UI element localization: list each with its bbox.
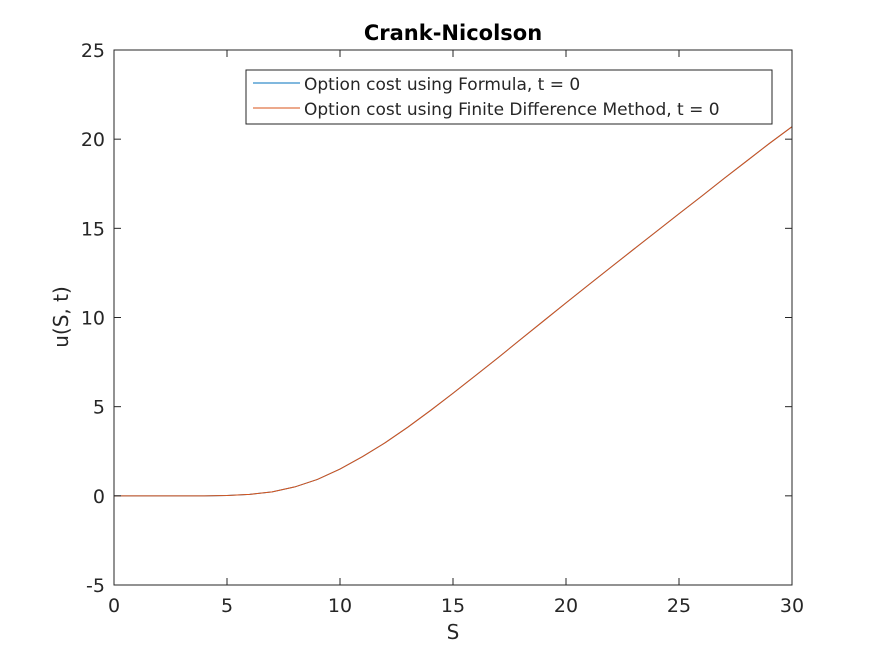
series-line-finite-difference [114,126,793,497]
x-axis-ticks: 0 5 10 15 20 25 30 [108,50,804,617]
x-tick-label: 20 [554,595,578,617]
y-tick-label: 20 [81,129,105,151]
legend-box [245,69,773,125]
y-tick-label: 15 [81,218,105,240]
x-tick-label: 0 [108,595,120,617]
legend-label-formula: Option cost using Formula, t = 0 [304,75,580,95]
legend-label-finite-difference: Option cost using Finite Difference Meth… [304,100,720,120]
plot-area [114,50,792,585]
x-tick-label: 25 [667,595,691,617]
x-axis-label: S [447,620,460,644]
y-axis-label: u(S, t) [49,286,73,348]
legend: Option cost using Formula, t = 0 Option … [245,69,773,125]
x-tick-label: 5 [221,595,233,617]
y-axis-ticks: -5 0 5 10 15 20 25 [81,40,792,597]
series-layer [114,126,793,497]
x-tick-label: 15 [441,595,465,617]
chart-title: Crank-Nicolson [364,21,542,45]
y-tick-label: 25 [81,40,105,62]
y-tick-label: 0 [93,486,105,508]
x-tick-label: 30 [780,595,804,617]
y-tick-label: -5 [86,575,105,597]
y-tick-label: 10 [81,308,105,330]
y-tick-label: 5 [93,397,105,419]
x-tick-label: 10 [328,595,352,617]
